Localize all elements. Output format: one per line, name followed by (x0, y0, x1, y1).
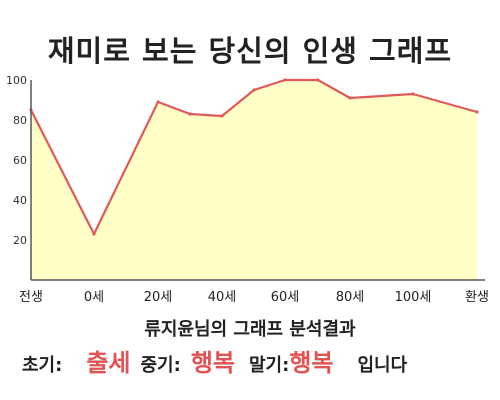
y-tick-label: 40 (13, 194, 27, 207)
x-tick-label: 0세 (84, 290, 104, 305)
y-tick-label: 20 (13, 234, 27, 247)
x-tick-label: 전생 (19, 290, 43, 305)
early-label: 초기: (22, 355, 63, 376)
data-point (411, 92, 415, 96)
result-heading: 류지윤님의 그래프 분석결과 (144, 319, 356, 340)
x-tick-label: 80세 (336, 290, 365, 305)
x-tick-label: 100세 (395, 290, 432, 305)
data-point (348, 96, 352, 100)
y-tick-label: 60 (13, 154, 27, 167)
data-point (156, 100, 160, 104)
page-title: 재미로 보는 당신의 인생 그래프 (47, 34, 453, 68)
data-point (283, 78, 287, 82)
x-tick-label: 60세 (271, 290, 300, 305)
late-label: 말기: (249, 355, 290, 376)
data-point (475, 110, 479, 114)
early-value: 출세 (86, 349, 131, 377)
y-tick-label: 100 (6, 74, 27, 87)
data-point (188, 112, 192, 116)
late-value: 행복 (289, 349, 334, 377)
middle-label: 중기: (140, 355, 181, 376)
y-tick-label: 80 (13, 114, 27, 127)
x-tick-label: 환생 (465, 290, 489, 305)
area-fill (31, 80, 477, 280)
result-summary: 초기: 출세 중기: 행복 말기:행복 입니다 (22, 345, 492, 384)
data-point (252, 88, 256, 92)
data-point (316, 78, 320, 82)
data-point (92, 232, 96, 236)
middle-value: 행복 (190, 349, 235, 377)
x-tick-label: 20세 (144, 290, 173, 305)
result-ending: 입니다 (357, 355, 408, 376)
data-point (220, 114, 224, 118)
x-tick-label: 40세 (208, 290, 237, 305)
